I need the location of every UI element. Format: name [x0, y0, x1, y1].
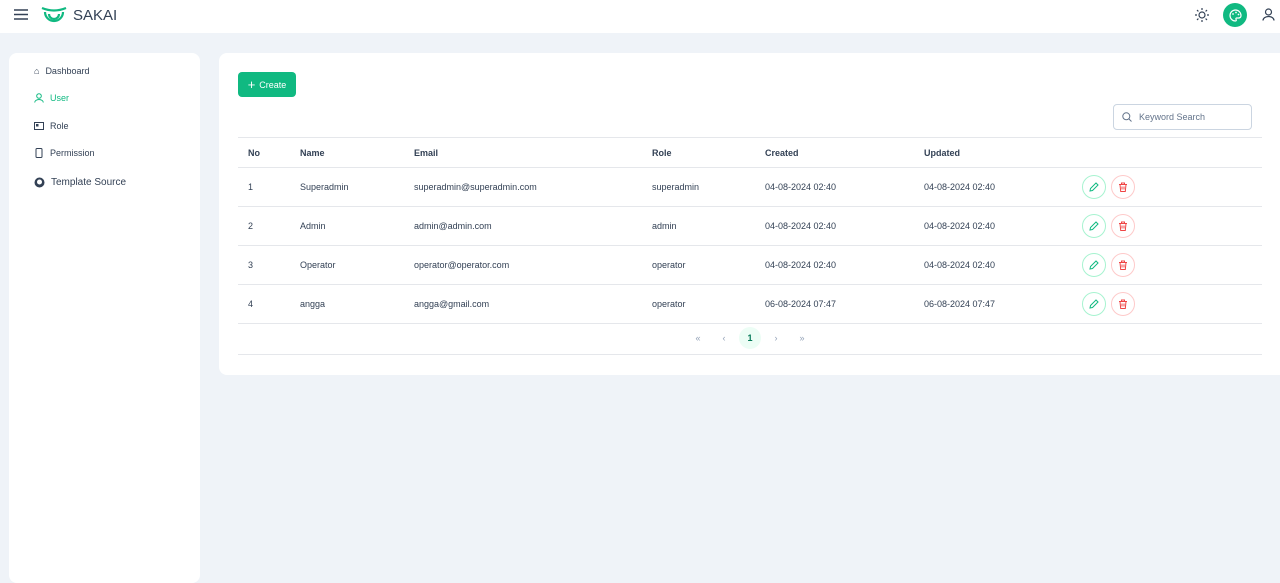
col-updated: Updated: [914, 137, 1072, 168]
cell-actions: [1072, 167, 1262, 207]
col-name: Name: [290, 137, 404, 168]
cell-updated: 06-08-2024 07:47: [914, 284, 1072, 324]
col-role: Role: [642, 137, 755, 168]
delete-button[interactable]: [1111, 292, 1135, 316]
col-no: No: [238, 137, 290, 168]
cell-updated: 04-08-2024 02:40: [914, 167, 1072, 207]
table-row: 1 Superadmin superadmin@superadmin.com supe…: [238, 167, 1262, 207]
cell-no: 3: [238, 245, 290, 285]
pencil-icon: [1089, 260, 1099, 270]
trash-icon: [1119, 221, 1127, 231]
sun-icon[interactable]: [1195, 8, 1209, 22]
keyword-search[interactable]: [1113, 104, 1252, 130]
col-created: Created: [755, 137, 914, 168]
trash-icon: [1119, 299, 1127, 309]
delete-button[interactable]: [1111, 175, 1135, 199]
cell-updated: 04-08-2024 02:40: [914, 245, 1072, 285]
col-actions: [1072, 137, 1262, 168]
page-1-button[interactable]: 1: [739, 327, 761, 349]
mobile-icon: [35, 148, 43, 158]
menu-icon[interactable]: [14, 9, 28, 20]
edit-button[interactable]: [1082, 253, 1106, 277]
trash-icon: [1119, 260, 1127, 270]
sidebar-item-template-source[interactable]: Template Source: [34, 177, 126, 188]
cell-actions: [1072, 245, 1262, 285]
table-row: 4 angga angga@gmail.com operator 06-08-2024 …: [238, 284, 1262, 324]
id-card-icon: [34, 122, 44, 130]
pagination: « ‹ 1 › »: [238, 322, 1262, 355]
home-icon: ⌂: [34, 66, 40, 76]
first-page-button[interactable]: «: [695, 333, 701, 343]
cell-email: admin@admin.com: [404, 206, 642, 246]
table-row: 2 Admin admin@admin.com admin 04-08-2024 02:…: [238, 206, 1262, 246]
cell-role: superadmin: [642, 167, 755, 207]
cell-email: superadmin@superadmin.com: [404, 167, 642, 207]
cell-actions: [1072, 206, 1262, 246]
cell-created: 06-08-2024 07:47: [755, 284, 914, 324]
edit-button[interactable]: [1082, 292, 1106, 316]
cell-name: angga: [290, 284, 404, 324]
cell-name: Admin: [290, 206, 404, 246]
pencil-icon: [1089, 182, 1099, 192]
sidebar-item-dashboard[interactable]: ⌂ Dashboard: [34, 66, 90, 76]
cell-actions: [1072, 284, 1262, 324]
pencil-icon: [1089, 221, 1099, 231]
cell-role: admin: [642, 206, 755, 246]
sidebar-item-permission[interactable]: Permission: [34, 148, 95, 158]
last-page-button[interactable]: »: [799, 333, 805, 343]
topbar: SAKAI: [0, 0, 1280, 33]
next-page-button[interactable]: ›: [774, 333, 778, 343]
cell-email: angga@gmail.com: [404, 284, 642, 324]
sakai-logo-icon[interactable]: [40, 4, 68, 26]
cell-updated: 04-08-2024 02:40: [914, 206, 1072, 246]
user-icon[interactable]: [1262, 8, 1275, 21]
cell-role: operator: [642, 245, 755, 285]
user-icon: [34, 93, 44, 103]
cell-role: operator: [642, 284, 755, 324]
cell-name: Operator: [290, 245, 404, 285]
create-button[interactable]: + Create: [238, 72, 296, 97]
edit-button[interactable]: [1082, 214, 1106, 238]
delete-button[interactable]: [1111, 253, 1135, 277]
cell-name: Superadmin: [290, 167, 404, 207]
users-card: +Create No Name Email Role Created Updat…: [219, 53, 1280, 375]
prev-page-button[interactable]: ‹: [722, 333, 726, 343]
delete-button[interactable]: [1111, 214, 1135, 238]
pencil-icon: [1089, 299, 1099, 309]
trash-icon: [1119, 182, 1127, 192]
cell-no: 2: [238, 206, 290, 246]
sidebar-item-user[interactable]: User: [34, 93, 69, 103]
search-icon: [1122, 112, 1132, 122]
cell-created: 04-08-2024 02:40: [755, 167, 914, 207]
cell-no: 4: [238, 284, 290, 324]
plus-icon: +: [247, 77, 256, 92]
edit-button[interactable]: [1082, 175, 1106, 199]
sidebar-item-role[interactable]: Role: [34, 121, 69, 131]
app-name: SAKAI: [73, 7, 118, 24]
search-input[interactable]: [1139, 112, 1239, 122]
users-table: No Name Email Role Created Updated 1 Supe…: [238, 137, 1262, 324]
cell-email: operator@operator.com: [404, 245, 642, 285]
sidebar: ⌂ Dashboard User Role Permission Template…: [9, 53, 200, 583]
col-email: Email: [404, 137, 642, 168]
cell-no: 1: [238, 167, 290, 207]
table-row: 3 Operator operator@operator.com operator 04…: [238, 245, 1262, 285]
github-icon: [34, 177, 45, 188]
table-header: No Name Email Role Created Updated: [238, 137, 1262, 168]
palette-button[interactable]: [1223, 3, 1247, 27]
palette-icon: [1228, 8, 1242, 22]
cell-created: 04-08-2024 02:40: [755, 245, 914, 285]
cell-created: 04-08-2024 02:40: [755, 206, 914, 246]
